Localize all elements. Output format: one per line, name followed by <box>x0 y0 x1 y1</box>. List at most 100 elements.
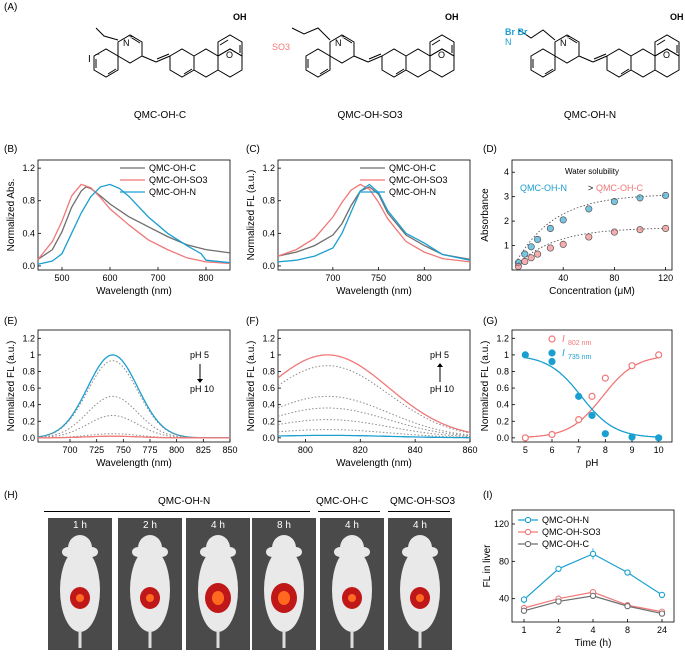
x-tick-label: 750 <box>116 445 131 455</box>
spectrum-line-pH-10 <box>38 435 230 439</box>
legend-label: QMC-OH-N <box>542 515 589 525</box>
data-point-blue <box>520 596 528 603</box>
liver-fluorescence-core <box>76 594 84 602</box>
mice-group-label: QMC-OH-N <box>158 496 211 507</box>
panel-letter-g: (G) <box>483 316 498 327</box>
mouse-paw <box>224 547 236 557</box>
data-point-red <box>527 254 535 262</box>
mouse-paw <box>290 547 302 557</box>
annotation-ph-top: pH 5 <box>190 350 209 360</box>
panel-c-plot-frame <box>277 159 471 271</box>
y-tick-label: 0.0 <box>496 433 509 443</box>
counterion-iodide: I <box>88 54 91 65</box>
y-tick-label: 0.6 <box>262 383 275 393</box>
data-point-red <box>575 415 583 424</box>
mouse-head <box>68 535 92 561</box>
x-tick-label: 24 <box>657 625 667 635</box>
x-tick-label: 860 <box>462 445 477 455</box>
legend-label: QMC-OH-SO3 <box>542 527 601 537</box>
y-tick-label: 1.2 <box>496 333 509 343</box>
oh-label-c: OH <box>233 12 247 22</box>
y-tick-label: 0.4 <box>22 228 35 238</box>
mouse-time-label: 4 h <box>345 520 359 531</box>
legend-label: QMC-OH-SO3 <box>149 175 208 185</box>
y-tick-label: 0.6 <box>496 383 509 393</box>
legend-subscript: 802 nm <box>568 340 592 347</box>
chart-d-water-solubility: 40 80 120 1 2 3 4 Concentration (μM) Absorbance W… <box>480 159 673 297</box>
series-line-blue <box>277 183 471 263</box>
y-tick-label: 0.8 <box>496 366 509 376</box>
annotation-right: QMC-OH-C <box>596 183 643 193</box>
mouse-paw <box>334 547 346 557</box>
ph-arrow-head <box>437 363 443 367</box>
n-plus-label-n: N <box>560 38 567 48</box>
spectrum-line-pH-7.5 <box>37 415 230 439</box>
molecule-c-structure <box>93 34 243 78</box>
n-plus-label-so3: N <box>335 38 342 48</box>
mouse-image: 2 h <box>118 518 182 650</box>
spectrum-line-pH-7 <box>277 419 470 438</box>
mouse-paw <box>86 547 98 557</box>
mouse-time-label: 1 h <box>73 520 87 531</box>
liver-fluorescence-core <box>348 594 356 602</box>
y-tick-label: 0.4 <box>262 228 275 238</box>
mouse-head <box>272 535 296 561</box>
y-tick-label: 0.8 <box>262 196 275 206</box>
data-point-blue <box>658 591 666 599</box>
mouse-time-label: 2 h <box>143 520 157 531</box>
y-tick-label: 0.8 <box>22 196 35 206</box>
legend-subscript: 735 nm <box>568 354 592 361</box>
data-point-red <box>636 226 644 234</box>
mouse-time-label: 8 h <box>277 520 291 531</box>
panel-e-x-axis-label: Wavelength (nm) <box>96 458 172 469</box>
panel-f-plot-frame <box>277 329 471 443</box>
x-tick-label: 9 <box>629 445 634 455</box>
mouse-silhouette <box>264 535 304 648</box>
series-line-gray <box>37 186 231 260</box>
legend-label: QMC-OH-SO3 <box>389 175 448 185</box>
x-tick-label: 800 <box>198 273 213 283</box>
mouse-paw <box>358 547 370 557</box>
y-tick-label: 1 <box>270 350 275 360</box>
mouse-head <box>138 535 162 561</box>
annotation-left: QMC-OH-N <box>520 183 567 193</box>
y-tick-label: 2 <box>504 216 509 226</box>
data-point-red <box>559 240 567 248</box>
panel-letter-f: (F) <box>246 316 259 327</box>
data-point-blue <box>546 224 554 232</box>
data-point-blue <box>636 194 644 202</box>
data-point-blue <box>624 569 631 576</box>
chart-b-abs-spectra: 500 600 700 800 0.0 0.4 0.8 1.2 Wavelength (nm) N… <box>6 159 231 297</box>
panel-f-y-axis-label: Normalized FL (a.u.) <box>246 341 257 432</box>
data-point-gray <box>624 602 631 610</box>
panel-letter-h: (H) <box>4 490 18 501</box>
chart-g-ph-ratio: 5 6 7 8 9 10 0.0 0.2 0.4 0.6 0.8 1 1.2 pH Normalized F… <box>480 329 673 469</box>
y-tick-label: 0.2 <box>22 416 35 426</box>
spectrum-line-pH-7.5 <box>277 407 471 437</box>
data-point-blue <box>575 392 583 400</box>
spectrum-line-pH-8 <box>277 395 471 436</box>
x-tick-label: 8 <box>603 445 608 455</box>
mouse-time-label: 4 h <box>211 520 225 531</box>
mouse-paw <box>402 547 414 557</box>
x-tick-label: 775 <box>142 445 157 455</box>
annotation-ph-bottom: pH 10 <box>190 384 214 394</box>
legend-marker <box>548 349 556 357</box>
y-tick-label: 80 <box>499 556 509 566</box>
x-tick-label: 850 <box>222 445 237 455</box>
chart-f-ph-fl-802: 800 820 840 860 0.0 0.2 0.4 0.6 0.8 1 1.2 Wavelengt… <box>246 329 478 469</box>
y-tick-label: 0.0 <box>22 433 35 443</box>
mice-group-bar-c <box>318 511 380 512</box>
x-tick-label: 725 <box>89 445 104 455</box>
panel-letter-e: (E) <box>4 316 18 327</box>
x-tick-label: 2 <box>556 625 561 635</box>
y-tick-label: 0.4 <box>262 400 275 410</box>
series-line-red <box>277 183 471 263</box>
mouse-head <box>408 535 432 561</box>
x-tick-label: 825 <box>196 445 211 455</box>
sulfonate-label: SO3 <box>272 42 290 52</box>
mouse-paw <box>156 547 168 557</box>
panel-f-x-axis-label: Wavelength (nm) <box>336 458 412 469</box>
series-line-gray <box>277 186 471 261</box>
